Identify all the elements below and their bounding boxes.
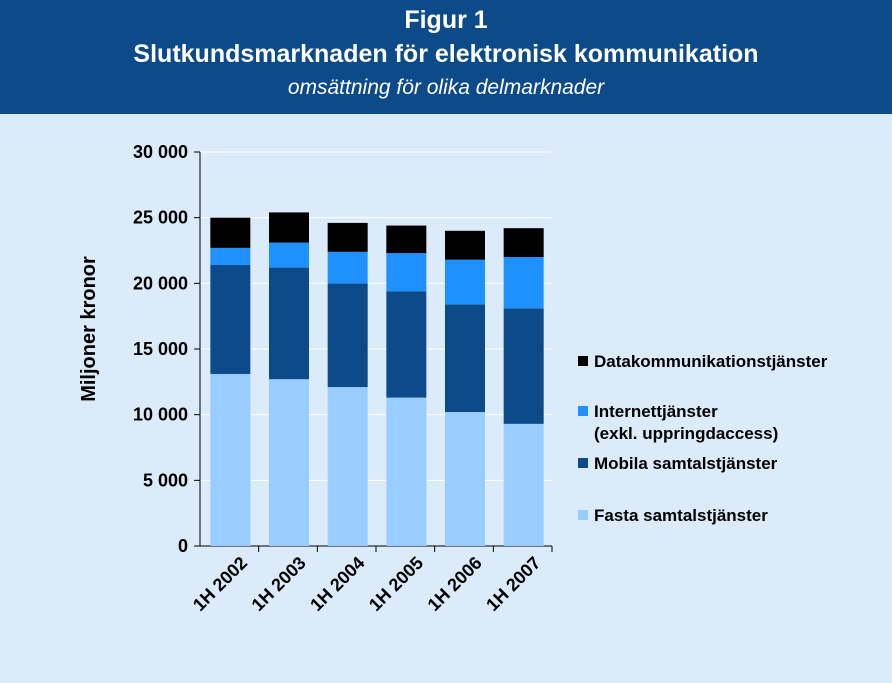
x-category-label: 1H 2005 <box>365 553 427 615</box>
legend-swatch <box>578 406 588 416</box>
bar-segment-1 <box>445 304 485 413</box>
legend-swatch <box>578 458 588 468</box>
bar-segment-3 <box>327 222 368 252</box>
bar-segment-0 <box>386 397 427 546</box>
legend-swatch <box>578 356 588 366</box>
bar-segment-0 <box>269 379 309 546</box>
legend-swatch <box>578 510 588 520</box>
bar-segment-2 <box>210 247 251 265</box>
x-category-label: 1H 2004 <box>306 553 368 615</box>
bar-segment-3 <box>386 225 427 254</box>
y-tick-label: 5 000 <box>143 470 188 490</box>
figure-title: Slutkundsmarknaden för elektronisk kommu… <box>133 40 759 68</box>
bar-segment-0 <box>210 373 251 546</box>
y-tick-label: 15 000 <box>133 339 188 359</box>
bar-segment-2 <box>503 257 544 309</box>
bar-segment-1 <box>386 291 427 398</box>
bar-segment-0 <box>503 423 544 546</box>
x-category-label: 1H 2003 <box>248 553 310 615</box>
bar-segment-3 <box>269 212 309 243</box>
legend-label: Fasta samtalstjänster <box>594 506 768 525</box>
y-tick-label: 30 000 <box>133 142 188 162</box>
figure-header: Figur 1 Slutkundsmarknaden för elektroni… <box>0 0 892 114</box>
x-category-label: 1H 2002 <box>189 553 251 615</box>
bar-segment-1 <box>210 264 251 374</box>
bar-segment-1 <box>327 283 368 388</box>
bar-segment-3 <box>503 228 544 258</box>
legend-label: (exkl. uppringdaccess) <box>594 424 778 443</box>
y-axis-title: Miljoner kronor <box>78 256 100 402</box>
bar-segment-2 <box>327 251 368 284</box>
stacked-bar-chart: 0 5 000 10 000 15 000 20 000 25 000 30 000 Milj… <box>78 142 828 615</box>
bar-segment-0 <box>445 412 485 546</box>
bar-segment-2 <box>386 253 427 292</box>
bar-segment-3 <box>210 217 251 248</box>
legend-label: Internettjänster <box>594 402 718 421</box>
bar-segment-0 <box>327 387 368 546</box>
y-tick-label: 20 000 <box>133 273 188 293</box>
bar-segment-3 <box>445 230 485 260</box>
y-tick-label: 25 000 <box>133 208 188 228</box>
figure-label: Figur 1 <box>404 6 488 34</box>
bar-segment-2 <box>269 242 309 268</box>
legend-label: Mobila samtalstjänster <box>594 454 778 473</box>
legend-label: Datakommunikationstjänster <box>594 352 828 371</box>
bar-segment-1 <box>269 267 309 380</box>
figure-subtitle: omsättning för olika delmarknader <box>287 76 605 99</box>
y-tick-label: 10 000 <box>133 405 188 425</box>
x-category-label: 1H 2006 <box>424 553 486 615</box>
y-tick-label: 0 <box>178 536 188 556</box>
bar-segment-1 <box>503 308 544 424</box>
x-category-label: 1H 2007 <box>482 553 544 615</box>
bar-segment-2 <box>445 259 485 305</box>
chart-area: 0 5 000 10 000 15 000 20 000 25 000 30 000 Milj… <box>0 114 892 678</box>
